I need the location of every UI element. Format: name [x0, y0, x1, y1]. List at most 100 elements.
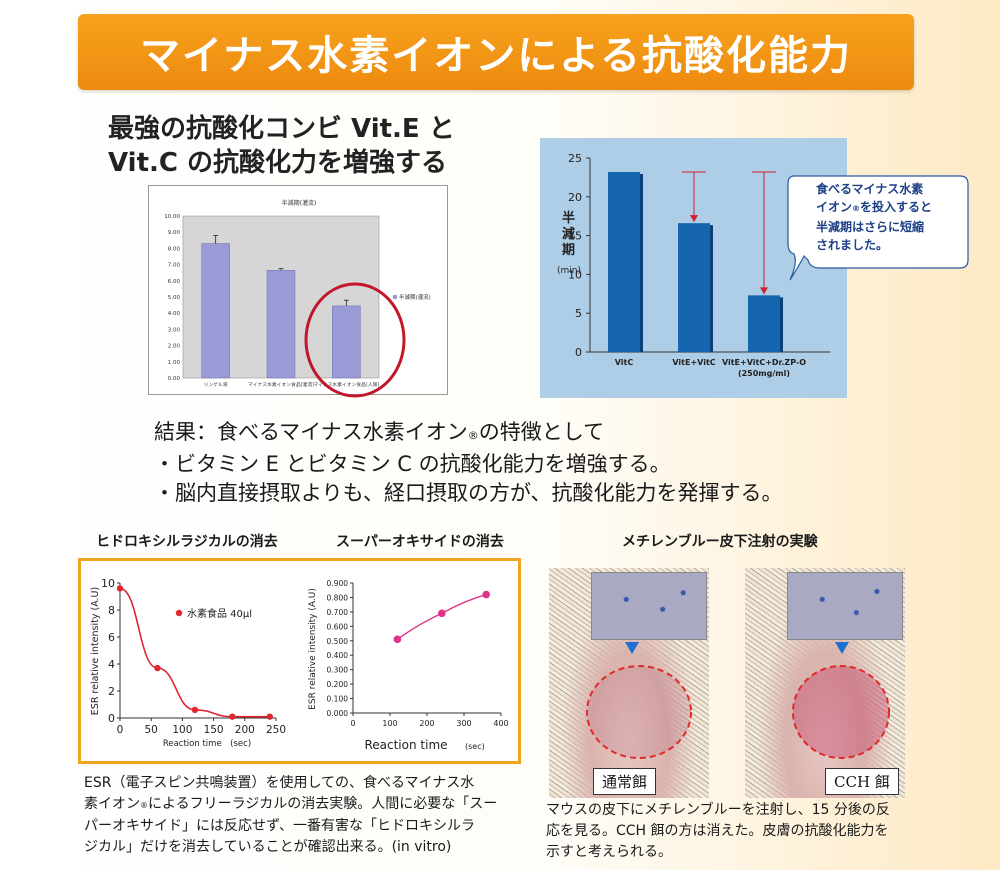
halflife-chart-right-svg: 半 減 期 (min) 0 5 10 15 20 25 VitC VitE+VitC VitE…: [557, 152, 830, 378]
x-tick-label: 100: [172, 724, 192, 736]
halflife-chart-right: 半 減 期 (min) 0 5 10 15 20 25 VitC VitE+VitC VitE…: [540, 138, 969, 398]
x-tick-label: 50: [145, 724, 158, 736]
y-tick-label: 2: [108, 685, 115, 698]
y-tick-label: 3.00: [168, 327, 181, 333]
arrow-head-icon: [760, 287, 768, 295]
x-tick-label: 200: [235, 724, 255, 736]
bar: [678, 223, 710, 352]
esr-caption-line2: 素イオン®によるフリーラジカルの消去実験。人間に必要な「スー: [84, 794, 524, 816]
y-tick-label: 2.00: [168, 344, 181, 350]
y-tick-label: 8: [108, 604, 115, 617]
esr-caption-line2-b: によるフリーラジカルの消去実験。人間に必要な「スー: [148, 796, 498, 812]
y-tick-label: 0.200: [327, 680, 349, 689]
subheading-line2: Vit.C の抗酸化力を増強する: [108, 148, 448, 178]
x-tick-label: 400: [493, 719, 508, 728]
superoxide-chart: 0.000 0.100 0.200 0.300 0.400 0.500 0.600 0.700…: [308, 579, 509, 752]
data-point: [482, 590, 490, 599]
bar: [266, 270, 296, 379]
y-axis-unit: (min): [557, 266, 581, 276]
y-tick-label: 0.00: [168, 376, 181, 382]
y-tick-label: 10: [101, 577, 115, 590]
x-tick-label: 0: [350, 719, 355, 728]
highlight-circle: [304, 282, 406, 398]
superoxide-section-label: スーパーオキサイドの消去: [336, 534, 504, 550]
dashed-ellipse: [586, 665, 692, 759]
arrow-down-icon: [835, 642, 849, 654]
subheading-line1: 最強の抗酸化コンビ Vit.E と: [108, 114, 455, 144]
esr-caption: ESR（電子スピン共鳴装置）を使用しての、食べるマイナス水 素イオン®によるフリ…: [84, 773, 524, 858]
y-tick-label: 0.900: [327, 579, 349, 588]
callout-shape: [787, 175, 969, 281]
highlight-ellipse: [304, 282, 406, 398]
callout-line3: 半減期はさらに短縮: [816, 220, 925, 234]
callout-line4: されました。: [816, 238, 889, 252]
photo-label-cch: CCH 餌: [825, 768, 899, 795]
y-tick-label: 0.000: [327, 709, 349, 718]
experiment-caption: マウスの皮下にメチレンブルーを注射し、15 分後の反 応を見る。CCH 餌の方は…: [546, 800, 926, 863]
y-tick-label: 6: [108, 631, 115, 644]
callout-bubble: [787, 175, 969, 281]
esr-caption-line1: ESR（電子スピン共鳴装置）を使用しての、食べるマイナス水: [84, 775, 475, 791]
y-axis-label-1: 半: [562, 210, 575, 226]
results-line1-a: 結果：食べるマイナス水素イオン: [154, 420, 468, 444]
y-tick-label: 15: [568, 230, 582, 243]
bar: [201, 243, 230, 379]
y-tick-label: 5.00: [168, 295, 181, 301]
x-tick-label: 300: [456, 719, 471, 728]
category-label: VitE+VitC: [672, 358, 715, 367]
y-axis-label-2: 減: [562, 226, 575, 242]
y-axis-label-3: 期: [562, 243, 575, 258]
x-axis-label: Reaction time (sec): [163, 739, 251, 749]
dashed-circle-cch: [792, 665, 890, 759]
category-label: リンゲル液: [204, 381, 228, 388]
bar: [332, 305, 361, 379]
arrow-down-icon: [625, 642, 639, 654]
data-point: [229, 713, 236, 720]
callout-text: 食べるマイナス水素 イオン®を投入すると 半減期はさらに短縮 されました。: [816, 180, 966, 254]
y-tick-label: 0.600: [327, 622, 349, 631]
arrow-head-icon: [690, 215, 698, 223]
y-tick-label: 0.300: [327, 666, 349, 675]
y-tick-label: 0.500: [327, 637, 349, 646]
y-tick-label: 25: [568, 152, 582, 165]
y-tick-label: 4.00: [168, 311, 181, 317]
results-line1-b: の特徴として: [478, 420, 605, 444]
x-tick-label: 150: [204, 724, 224, 736]
photo-label-normal: 通常餌: [593, 768, 657, 795]
category-sublabel: (250mg/ml): [738, 369, 790, 378]
y-tick-label: 9.00: [168, 230, 181, 236]
y-tick-label: 6.00: [168, 279, 181, 285]
experiment-caption-line2: 応を見る。CCH 餌の方は消えた。皮膚の抗酸化能力を: [546, 823, 889, 839]
registered-mark: ®: [852, 204, 861, 213]
results-line2: ・ビタミン E とビタミン C の抗酸化能力を増強する。: [154, 452, 671, 476]
inset-closeup-normal: [591, 572, 707, 640]
data-point: [116, 585, 124, 592]
category-label: VitC: [615, 358, 634, 367]
data-point: [191, 706, 199, 714]
experiment-caption-line1: マウスの皮下にメチレンブルーを注射し、15 分後の反: [546, 802, 890, 818]
y-tick-label: 0.400: [327, 651, 349, 660]
subheading: 最強の抗酸化コンビ Vit.E と Vit.C の抗酸化力を増強する: [108, 112, 455, 180]
y-tick-label: 0.100: [327, 695, 349, 704]
bar: [748, 295, 780, 352]
callout-line2-b: を投入すると: [860, 200, 933, 214]
halflife-chart-left: 半減期(灌流) 0.00 1.00 2.00 3.00 4.00 5.00 6.00 7.00…: [148, 185, 448, 395]
y-axis-label: ESR relative intensity (A.U): [308, 588, 318, 710]
legend-swatch: [393, 295, 397, 299]
category-label: マイナス水素イオン食品(灌流): [248, 381, 314, 388]
esr-caption-line2-a: 素イオン: [84, 796, 140, 812]
mouse-photo-normal: 通常餌: [549, 568, 709, 798]
y-tick-label: 10: [568, 268, 582, 281]
y-tick-label: 1.00: [168, 360, 181, 366]
data-point: [393, 635, 402, 644]
data-point: [266, 713, 273, 720]
dashed-ellipse: [792, 665, 890, 759]
y-tick-label: 8.00: [168, 246, 181, 252]
x-tick-label: 0: [117, 724, 124, 736]
results-block: 結果：食べるマイナス水素イオン®の特徴として ・ビタミン E とビタミン C の…: [154, 418, 783, 508]
page-title: マイナス水素イオンによる抗酸化能力: [140, 33, 852, 79]
results-line1: 結果：食べるマイナス水素イオン®の特徴として: [154, 418, 783, 450]
mouse-photo-cch: CCH 餌: [745, 568, 905, 798]
esr-charts-frame: 0 2 4 6 8 10 0 50 100 150 200 250 水素食品 40μl ESR re…: [78, 558, 521, 764]
data-point: [154, 664, 161, 672]
